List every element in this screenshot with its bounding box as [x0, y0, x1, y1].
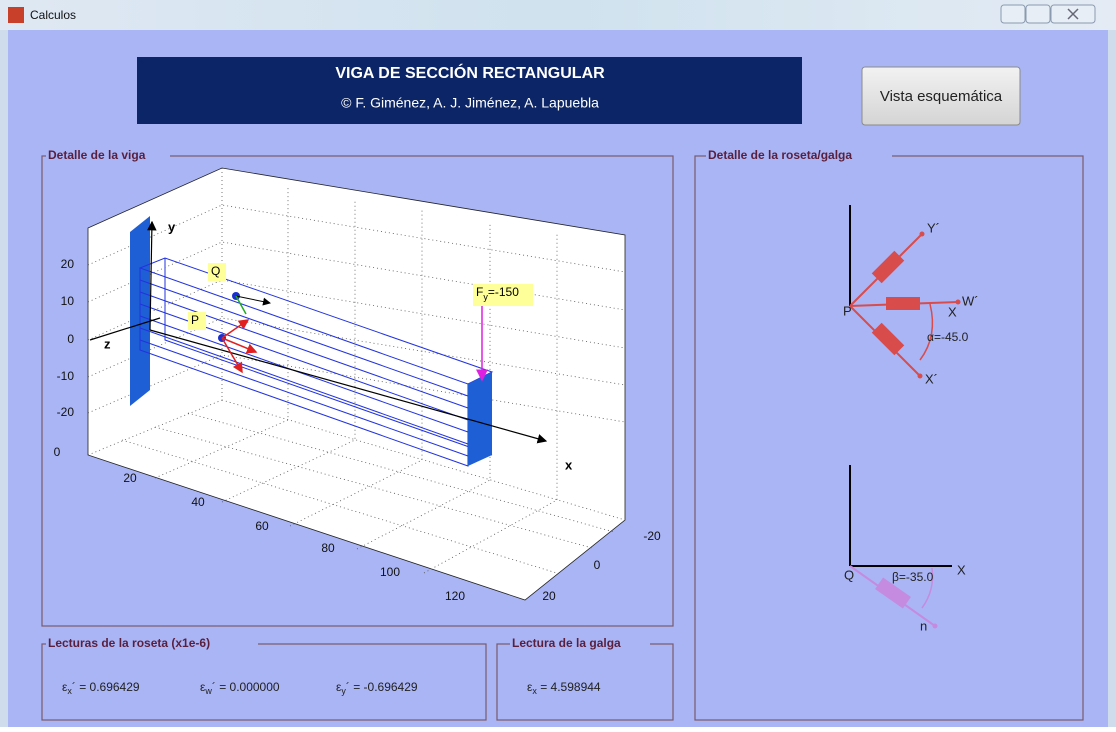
point-label: P — [191, 313, 199, 327]
panel-title: Lectura de la galga — [512, 636, 621, 650]
button-label: Vista esquemática — [880, 88, 1003, 105]
window-border — [0, 30, 8, 727]
gauge — [871, 322, 905, 356]
panel-title: Detalle de la roseta/galga — [708, 148, 852, 162]
strain-sub: x — [67, 686, 72, 696]
strain-symbol: ε — [200, 680, 206, 694]
x-tick-label: 120 — [445, 589, 465, 603]
z-tick-label: 0 — [594, 558, 601, 572]
panel-title-bg — [510, 636, 650, 652]
strain-sub: x — [532, 686, 537, 696]
x-tick-label: 60 — [255, 519, 269, 533]
triad-axis — [221, 319, 250, 339]
title-bar — [0, 0, 1116, 30]
panel-title-bg — [46, 148, 170, 164]
close-icon — [1067, 8, 1079, 20]
strain-reading: εx = 4.598944 — [527, 680, 601, 696]
rosette-readings-panel — [41, 643, 487, 721]
x-tick-label: 100 — [380, 565, 400, 579]
strain-value: ´ = -0.696429 — [346, 680, 418, 694]
y-tick-label: -20 — [57, 405, 75, 419]
strain-value: = 4.598944 — [537, 680, 601, 694]
beam-end — [468, 372, 492, 466]
panel-title-bg — [706, 148, 892, 164]
angle-arc — [921, 567, 934, 609]
panel-title: Detalle de la viga — [48, 148, 146, 162]
x-axis-arrow — [149, 329, 548, 444]
strain-gauge — [849, 465, 952, 629]
force-sub: y — [483, 292, 488, 302]
label-box — [188, 312, 206, 330]
axis-label: y — [168, 219, 176, 234]
triad-axis — [221, 337, 243, 374]
angle-arc — [919, 303, 934, 361]
y-tick-label: 20 — [61, 257, 75, 271]
axis-label: z — [104, 336, 111, 351]
z-tick-label: -20 — [643, 529, 661, 543]
panel-title: Lecturas de la roseta (x1e-6) — [48, 636, 210, 650]
panel-title-bg — [46, 636, 258, 652]
maximize-button[interactable] — [1025, 4, 1051, 24]
label-box — [473, 284, 533, 306]
z-axis — [89, 317, 161, 341]
y-tick-label: 0 — [67, 332, 74, 346]
strain-reading: εy´ = -0.696429 — [336, 680, 418, 696]
y-tick-label: 10 — [61, 294, 75, 308]
schematic-view-button[interactable] — [861, 66, 1021, 126]
rosette-axis-label: X´ — [925, 371, 938, 386]
y-tick-label: -10 — [57, 369, 75, 383]
label-box — [208, 263, 226, 281]
triad-axis — [235, 295, 271, 306]
z-tick-label: 20 — [542, 589, 556, 603]
force-symbol: F — [476, 285, 483, 299]
window-border — [1108, 30, 1116, 727]
gauge-angle: β=-35.0 — [892, 570, 934, 584]
header-banner — [137, 57, 802, 124]
minimize-button[interactable] — [1000, 4, 1026, 24]
strain-symbol: ε — [527, 680, 533, 694]
triad-axis — [221, 337, 258, 354]
gauge — [871, 250, 905, 284]
strain-sub: y — [341, 686, 346, 696]
gauge-axis-label: n — [920, 618, 927, 633]
rosette-axis-label: X — [948, 304, 957, 319]
gauge — [875, 577, 911, 609]
point-label: Q — [211, 264, 220, 278]
strain-value: ´ = 0.696429 — [72, 680, 140, 694]
strain-value: ´ = 0.000000 — [212, 680, 280, 694]
rosette-angle: α=-45.0 — [927, 330, 969, 344]
force-value: =-150 — [488, 285, 519, 299]
header-title: VIGA DE SECCIÓN RECTANGULAR — [335, 63, 605, 82]
app-icon — [8, 7, 24, 23]
grid — [87, 168, 626, 575]
window-title: Calculos — [30, 8, 76, 22]
beam-panel — [41, 155, 674, 627]
x-tick-label: 0 — [54, 445, 61, 459]
gauge-axis-label: X — [957, 562, 966, 577]
rosette-point: P — [843, 303, 852, 318]
rosette — [849, 205, 961, 379]
gauge-point: Q — [844, 567, 854, 582]
x-tick-label: 40 — [191, 495, 205, 509]
x-tick-label: 80 — [321, 541, 335, 555]
rosette-axis-label: W´ — [962, 293, 979, 308]
strain-symbol: ε — [336, 680, 342, 694]
strain-sub: w — [204, 686, 212, 696]
strain-reading: εx´ = 0.696429 — [62, 680, 140, 696]
y-axis-arrow — [147, 220, 157, 331]
triad-axis — [235, 295, 247, 315]
rosette-axis-label: Y´ — [927, 220, 940, 235]
force-label: Fy=-150 — [476, 285, 519, 302]
header-authors: © F. Giménez, A. J. Jiménez, A. Lapuebla — [341, 95, 599, 111]
axis-label: x — [565, 457, 573, 472]
strain-reading: εw´ = 0.000000 — [200, 680, 280, 696]
x-tick-label: 20 — [123, 471, 137, 485]
strain-symbol: ε — [62, 680, 68, 694]
gauge — [886, 297, 920, 310]
